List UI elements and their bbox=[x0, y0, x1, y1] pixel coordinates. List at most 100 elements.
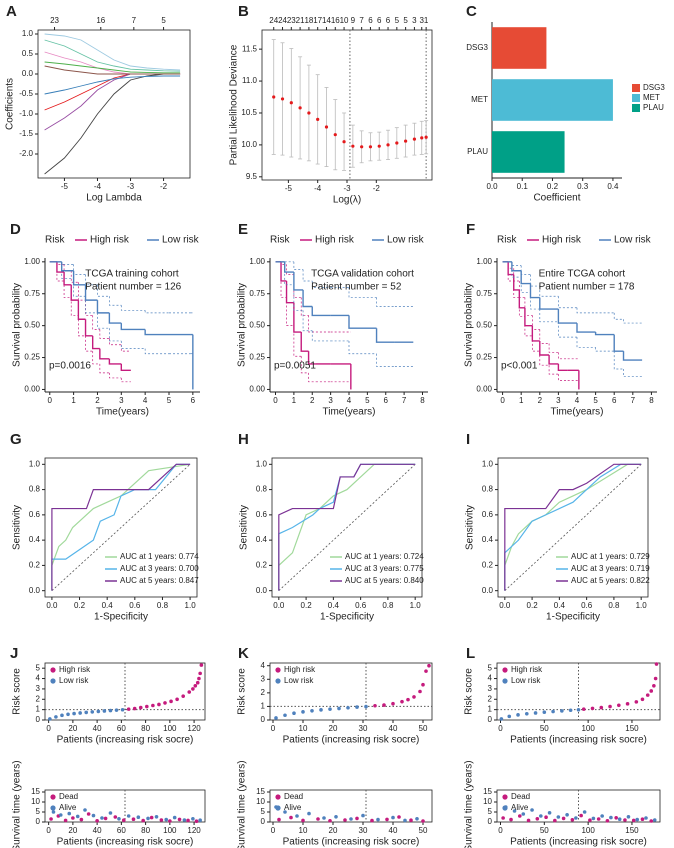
point bbox=[533, 711, 538, 715]
category-label: DSG3 bbox=[466, 43, 488, 52]
ci-step bbox=[539, 351, 550, 366]
point bbox=[517, 814, 522, 818]
point bbox=[310, 708, 314, 713]
point bbox=[631, 818, 636, 823]
y-tick-label: 0.0 bbox=[29, 586, 41, 595]
deviance-point bbox=[395, 141, 399, 145]
ci-step bbox=[524, 297, 533, 316]
point bbox=[652, 818, 657, 822]
point bbox=[102, 709, 107, 713]
ci-step bbox=[302, 310, 313, 332]
roc-curve bbox=[278, 463, 416, 591]
point bbox=[652, 684, 656, 688]
x-tick-label: 2 bbox=[310, 396, 315, 405]
x-tick-label: 4 bbox=[143, 396, 148, 405]
ci-step bbox=[539, 309, 559, 323]
point bbox=[48, 717, 52, 721]
ci-step bbox=[613, 312, 624, 320]
x-tick-label: 1 bbox=[71, 396, 76, 405]
point bbox=[382, 703, 386, 707]
point bbox=[71, 816, 75, 820]
panel-letter: E bbox=[238, 221, 248, 238]
x-tick-label: 0.3 bbox=[577, 182, 589, 191]
legend-dot bbox=[275, 667, 281, 673]
x-tick-label: 100 bbox=[163, 826, 177, 835]
top-tick-label: 18 bbox=[304, 16, 313, 25]
panel-letter: H bbox=[238, 431, 249, 448]
point bbox=[141, 818, 145, 823]
x-tick-label: 8 bbox=[649, 396, 654, 405]
y-tick-label: 0.4 bbox=[482, 535, 494, 544]
ci-step bbox=[520, 265, 531, 275]
y-tick-label: 15 bbox=[256, 787, 265, 796]
ci-step bbox=[300, 356, 309, 374]
point bbox=[72, 711, 76, 716]
survival-step bbox=[375, 328, 395, 343]
y-tick-label: 0 bbox=[36, 715, 41, 724]
y-tick-label: 5 bbox=[488, 663, 493, 672]
x-tick-label: 0.2 bbox=[547, 182, 559, 191]
ci-step bbox=[558, 374, 568, 381]
panel-letter: K bbox=[238, 645, 249, 662]
ci-step bbox=[293, 284, 304, 311]
y-tick-label: -0.5 bbox=[19, 89, 33, 98]
survival-step bbox=[539, 340, 550, 356]
ci-step bbox=[144, 310, 169, 314]
x-axis-label: Log Lambda bbox=[86, 193, 142, 204]
point bbox=[154, 815, 159, 819]
point bbox=[146, 816, 150, 821]
survival-step bbox=[622, 351, 643, 361]
ci-step bbox=[293, 274, 302, 298]
point bbox=[95, 819, 99, 823]
point bbox=[635, 817, 640, 822]
x-tick-label: 100 bbox=[581, 724, 595, 733]
x-tick-label: 6 bbox=[191, 396, 196, 405]
panel-letter: G bbox=[10, 431, 22, 448]
ci-step bbox=[85, 296, 98, 314]
survival-step bbox=[77, 300, 86, 320]
x-axis-label: Time(years) bbox=[323, 407, 376, 418]
top-tick-label: 14 bbox=[322, 16, 331, 25]
y-axis-label: Risk score bbox=[12, 668, 23, 715]
diagonal bbox=[278, 464, 416, 591]
y-tick-label: 0 bbox=[261, 715, 266, 724]
top-tick-label: 6 bbox=[377, 16, 382, 25]
x-tick-label: 40 bbox=[93, 724, 102, 733]
legend-label: Low risk bbox=[614, 235, 652, 246]
y-tick-label: -1.5 bbox=[19, 129, 33, 138]
ci-step bbox=[613, 351, 624, 370]
point bbox=[406, 697, 410, 702]
annotation: Patient number = 52 bbox=[311, 282, 402, 293]
point bbox=[400, 699, 404, 704]
y-axis-label: Partial Likelihood Deviance bbox=[229, 44, 240, 165]
x-tick-label: 0 bbox=[500, 396, 505, 405]
point bbox=[499, 717, 504, 721]
ci-step bbox=[558, 321, 577, 338]
legend-label: Dead bbox=[59, 792, 78, 801]
point bbox=[645, 693, 650, 697]
x-tick-label: 1 bbox=[292, 396, 297, 405]
ci-step bbox=[558, 296, 577, 309]
ci-step bbox=[286, 264, 294, 275]
top-tick-label: 7 bbox=[132, 16, 137, 25]
legend-title: Risk bbox=[270, 235, 290, 246]
x-tick-label: 3 bbox=[328, 396, 333, 405]
point bbox=[301, 818, 305, 823]
x-tick-label: 3 bbox=[556, 396, 561, 405]
point bbox=[355, 705, 359, 709]
ci-step bbox=[280, 261, 287, 298]
point bbox=[283, 713, 287, 718]
annotation: TCGA validation cohort bbox=[311, 269, 414, 280]
point bbox=[307, 811, 311, 816]
x-tick-label: 0.6 bbox=[355, 601, 367, 610]
roc-curve bbox=[51, 463, 191, 591]
ci-step bbox=[286, 297, 294, 326]
point bbox=[524, 711, 529, 716]
deviance-point bbox=[404, 139, 408, 143]
point bbox=[277, 817, 281, 822]
legend-label: High risk bbox=[511, 665, 543, 674]
panel-letter: B bbox=[238, 3, 249, 20]
point bbox=[328, 819, 332, 823]
point bbox=[182, 818, 187, 822]
survival-step bbox=[108, 312, 122, 324]
